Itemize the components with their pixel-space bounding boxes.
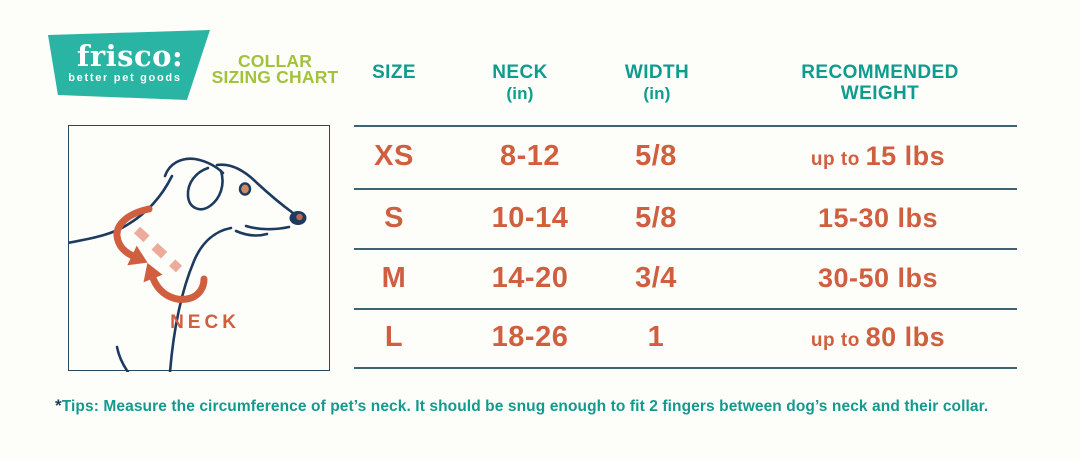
column-header-width: WIDTH (in): [625, 62, 689, 104]
cell-width: 3/4: [635, 262, 677, 294]
cell-weight-value: 80 lbs: [865, 322, 946, 352]
column-header-width-label: WIDTH: [624, 62, 690, 83]
cell-size: XS: [374, 140, 414, 172]
dog-illustration: [69, 157, 307, 372]
page-title-line2: SIZING CHART: [211, 67, 339, 87]
column-header-neck-label: NECK: [492, 62, 548, 83]
dog-head-top-path: [215, 163, 259, 185]
tips-asterisk: *: [55, 396, 62, 415]
frisco-logo: frisco: better pet goods: [46, 28, 214, 102]
dog-chest-path: [168, 226, 233, 372]
dog-nose-highlight: [296, 213, 303, 221]
cell-width: 5/8: [635, 140, 677, 172]
tips-footnote: *Tips: Measure the circumference of pet’…: [55, 396, 988, 416]
neck-arrow-upper-head: [127, 245, 148, 266]
dog-topline-path: [69, 174, 174, 244]
neck-measure-dashed-line: [133, 226, 183, 273]
table-rule-4: [354, 308, 1017, 311]
column-header-neck: NECK (in): [492, 62, 547, 104]
neck-arrow-lower-head: [143, 262, 163, 283]
cell-neck: 10-14: [491, 202, 569, 234]
neck-arrow-upper: [113, 205, 153, 260]
cell-weight: 30-50 lbs: [818, 251, 938, 309]
neck-arrow-lower: [149, 274, 208, 303]
table-row: XS 8-12 5/8 up to 15 lbs: [0, 128, 1080, 185]
cell-weight: 15-30 lbs: [818, 191, 938, 249]
dog-leg-path: [115, 345, 130, 372]
cell-neck: 18-26: [491, 321, 569, 353]
table-rule-2: [354, 188, 1017, 191]
brand-tagline: better pet goods: [68, 72, 182, 84]
cell-width: 1: [647, 321, 665, 353]
table-rule-1: [354, 125, 1017, 128]
cell-weight-prefix: up to: [810, 149, 866, 170]
cell-neck: 8-12: [499, 140, 561, 172]
table-row: L 18-26 1 up to 80 lbs: [0, 311, 1080, 364]
page-title-line1: COLLAR: [237, 51, 313, 71]
cell-weight-value: 15 lbs: [865, 141, 946, 171]
column-header-size-label: SIZE: [372, 62, 416, 83]
table-rule-5: [354, 367, 1017, 370]
neck-measurement-diagram: NECK: [68, 125, 330, 372]
dog-muzzle-path: [255, 181, 295, 215]
table-rule-3: [354, 248, 1017, 251]
cell-width: 5/8: [635, 202, 677, 234]
cell-weight-value: 30-50 lbs: [817, 263, 939, 293]
dog-mouth-path: [244, 224, 291, 231]
dog-eye: [238, 182, 252, 196]
page-title: COLLAR SIZING CHART: [200, 51, 350, 87]
table-row: S 10-14 5/8 15-30 lbs: [0, 191, 1080, 245]
logo-banner-shape: [48, 29, 210, 101]
cell-size: M: [381, 262, 407, 294]
cell-size: L: [384, 321, 404, 353]
neck-label: NECK: [170, 312, 240, 333]
cell-weight-value: 15-30 lbs: [817, 203, 939, 233]
column-header-neck-unit: (in): [506, 84, 534, 103]
cell-neck: 14-20: [491, 262, 569, 294]
table-row: M 14-20 3/4 30-50 lbs: [0, 251, 1080, 305]
brand-name: frisco:: [76, 39, 184, 73]
cell-size: S: [384, 202, 404, 234]
cell-weight: up to 15 lbs: [811, 128, 945, 188]
cell-weight-prefix: up to: [810, 330, 866, 351]
column-header-width-unit: (in): [643, 84, 671, 103]
dog-ear-fold-path: [163, 157, 225, 178]
cell-weight: up to 80 lbs: [811, 311, 945, 367]
column-header-weight-label: RECOMMENDED WEIGHT: [801, 62, 959, 104]
tips-text: Tips: Measure the circumference of pet’s…: [61, 398, 989, 415]
dog-chin-path: [234, 229, 269, 237]
column-header-size: SIZE: [372, 62, 416, 83]
column-header-weight: RECOMMENDED WEIGHT: [780, 62, 980, 104]
dog-ear-flap-path: [186, 166, 224, 211]
